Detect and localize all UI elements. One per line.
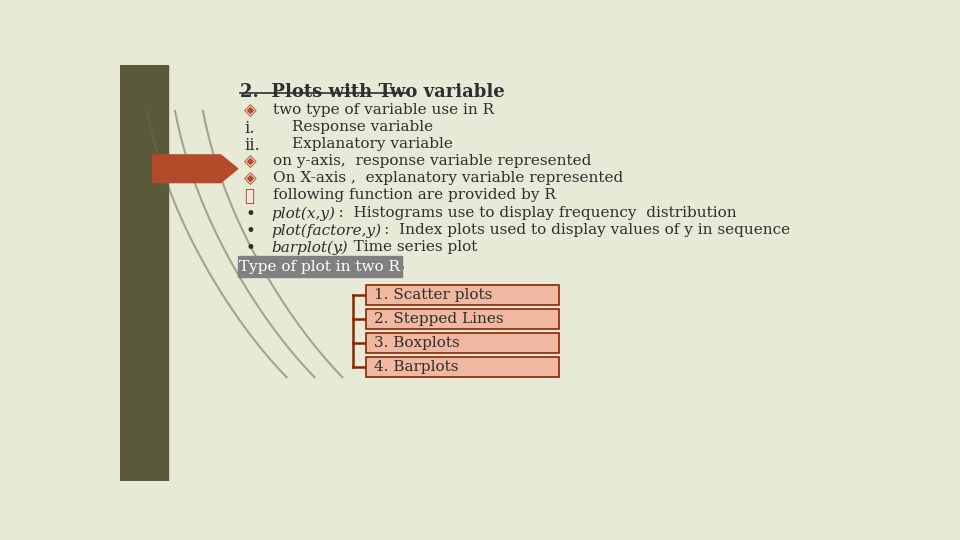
Text: On X-axis ,  explanatory variable represented: On X-axis , explanatory variable represe… [273,171,623,185]
Text: two type of variable use in R: two type of variable use in R [273,103,493,117]
Bar [367,333,559,353]
Text: ii.: ii. [244,137,260,154]
Text: following function are provided by R: following function are provided by R [273,188,556,202]
Text: Explanatory variable: Explanatory variable [292,137,453,151]
Text: ➤: ➤ [244,188,254,205]
Bar [367,285,559,305]
Text: Response variable: Response variable [292,120,433,134]
Text: •: • [246,206,255,224]
Text: i.: i. [244,120,254,137]
Text: ◈: ◈ [244,103,256,120]
Bar [367,309,559,329]
Text: plot(x,y): plot(x,y) [271,206,335,221]
Text: 4. Barplots: 4. Barplots [374,360,459,374]
Bar [238,256,402,278]
Bar [367,356,559,377]
Bar [120,65,168,481]
Text: ◈: ◈ [244,154,256,171]
Text: barplot(y): barplot(y) [271,240,348,255]
FancyArrow shape [153,155,238,183]
Text: •: • [246,240,255,258]
Text: Type of plot in two R: Type of plot in two R [239,260,400,274]
Text: ◈: ◈ [244,171,256,188]
Text: on y-axis,  response variable represented: on y-axis, response variable represented [273,154,591,168]
Text: plot(factore,y): plot(factore,y) [271,224,381,238]
Text: :  Histograms use to display frequency  distribution: : Histograms use to display frequency di… [319,206,736,220]
Text: •: • [246,224,255,240]
Text: :  Index plots used to display values of y in sequence: : Index plots used to display values of … [350,224,790,238]
Text: 1. Scatter plots: 1. Scatter plots [374,288,492,302]
Text: 2. Stepped Lines: 2. Stepped Lines [374,312,504,326]
Text: 2.  Plots with Two variable: 2. Plots with Two variable [240,83,505,102]
Text: 3. Boxplots: 3. Boxplots [374,336,460,350]
Text: :  Time series plot: : Time series plot [324,240,477,254]
